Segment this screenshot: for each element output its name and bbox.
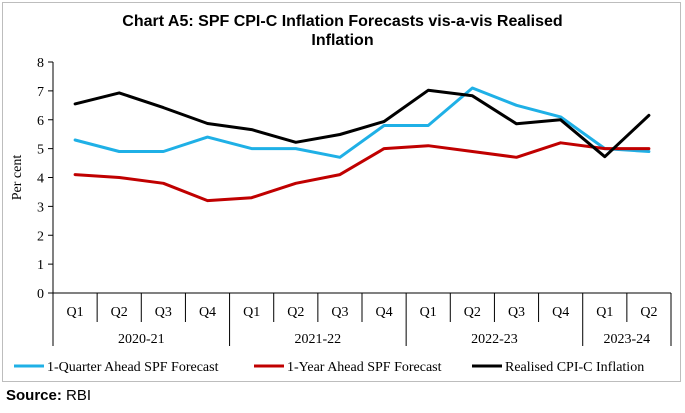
x-group-label: 2022-23 (471, 332, 518, 347)
y-tick-label: 7 (37, 85, 44, 100)
x-tick-label: Q2 (464, 305, 481, 320)
x-tick-label: Q4 (199, 305, 216, 320)
chart-title-line-2: Inflation (311, 32, 374, 49)
source-label: Source: (6, 387, 62, 404)
legend-label-2: 1-Year Ahead SPF Forecast (287, 360, 442, 375)
y-axis-title: Per cent (10, 155, 25, 201)
y-tick-label: 3 (37, 200, 44, 215)
x-tick-label: Q3 (155, 305, 172, 320)
y-tick-label: 5 (37, 143, 44, 158)
x-group-label: 2021-22 (295, 332, 342, 347)
series-line-3 (73, 88, 651, 159)
chart-title-line-1: Chart A5: SPF CPI-C Inflation Forecasts … (122, 13, 563, 30)
x-tick-label: Q1 (67, 305, 84, 320)
legend-label-3: Realised CPI-C Inflation (505, 360, 644, 375)
chart-title: Chart A5: SPF CPI-C Inflation Forecasts … (0, 12, 685, 50)
x-tick-label: Q2 (287, 305, 304, 320)
y-tick-label: 4 (37, 172, 44, 187)
x-tick-label: Q3 (331, 305, 348, 320)
source-text: RBI (66, 387, 92, 404)
x-group-label: 2020-21 (118, 332, 165, 347)
y-tick-label: 8 (37, 56, 44, 71)
series-line-2 (73, 141, 651, 203)
x-group-label: 2023-24 (604, 332, 651, 347)
x-tick-label: Q2 (111, 305, 128, 320)
x-tick-label: Q4 (376, 305, 393, 320)
y-tick-label: 2 (37, 229, 44, 244)
x-tick-label: Q3 (508, 305, 525, 320)
legend-label-1: 1-Quarter Ahead SPF Forecast (47, 360, 219, 375)
x-tick-label: Q1 (243, 305, 260, 320)
y-tick-label: 6 (37, 114, 44, 129)
series-line-1 (73, 86, 651, 159)
y-tick-label: 0 (37, 287, 44, 302)
x-tick-label: Q4 (552, 305, 569, 320)
y-tick-label: 1 (37, 258, 44, 273)
x-tick-label: Q1 (596, 305, 613, 320)
x-tick-label: Q1 (420, 305, 437, 320)
source-note: Source: RBI (6, 387, 91, 404)
chart-frame (2, 2, 681, 382)
line-chart: 0 1 2 3 4 5 6 7 8 Per cent Q1 Q2 Q3 Q4 Q1 Q2 Q3 Q4 Q1 Q2 Q3 Q… (10, 56, 672, 375)
x-tick-label: Q2 (640, 305, 657, 320)
